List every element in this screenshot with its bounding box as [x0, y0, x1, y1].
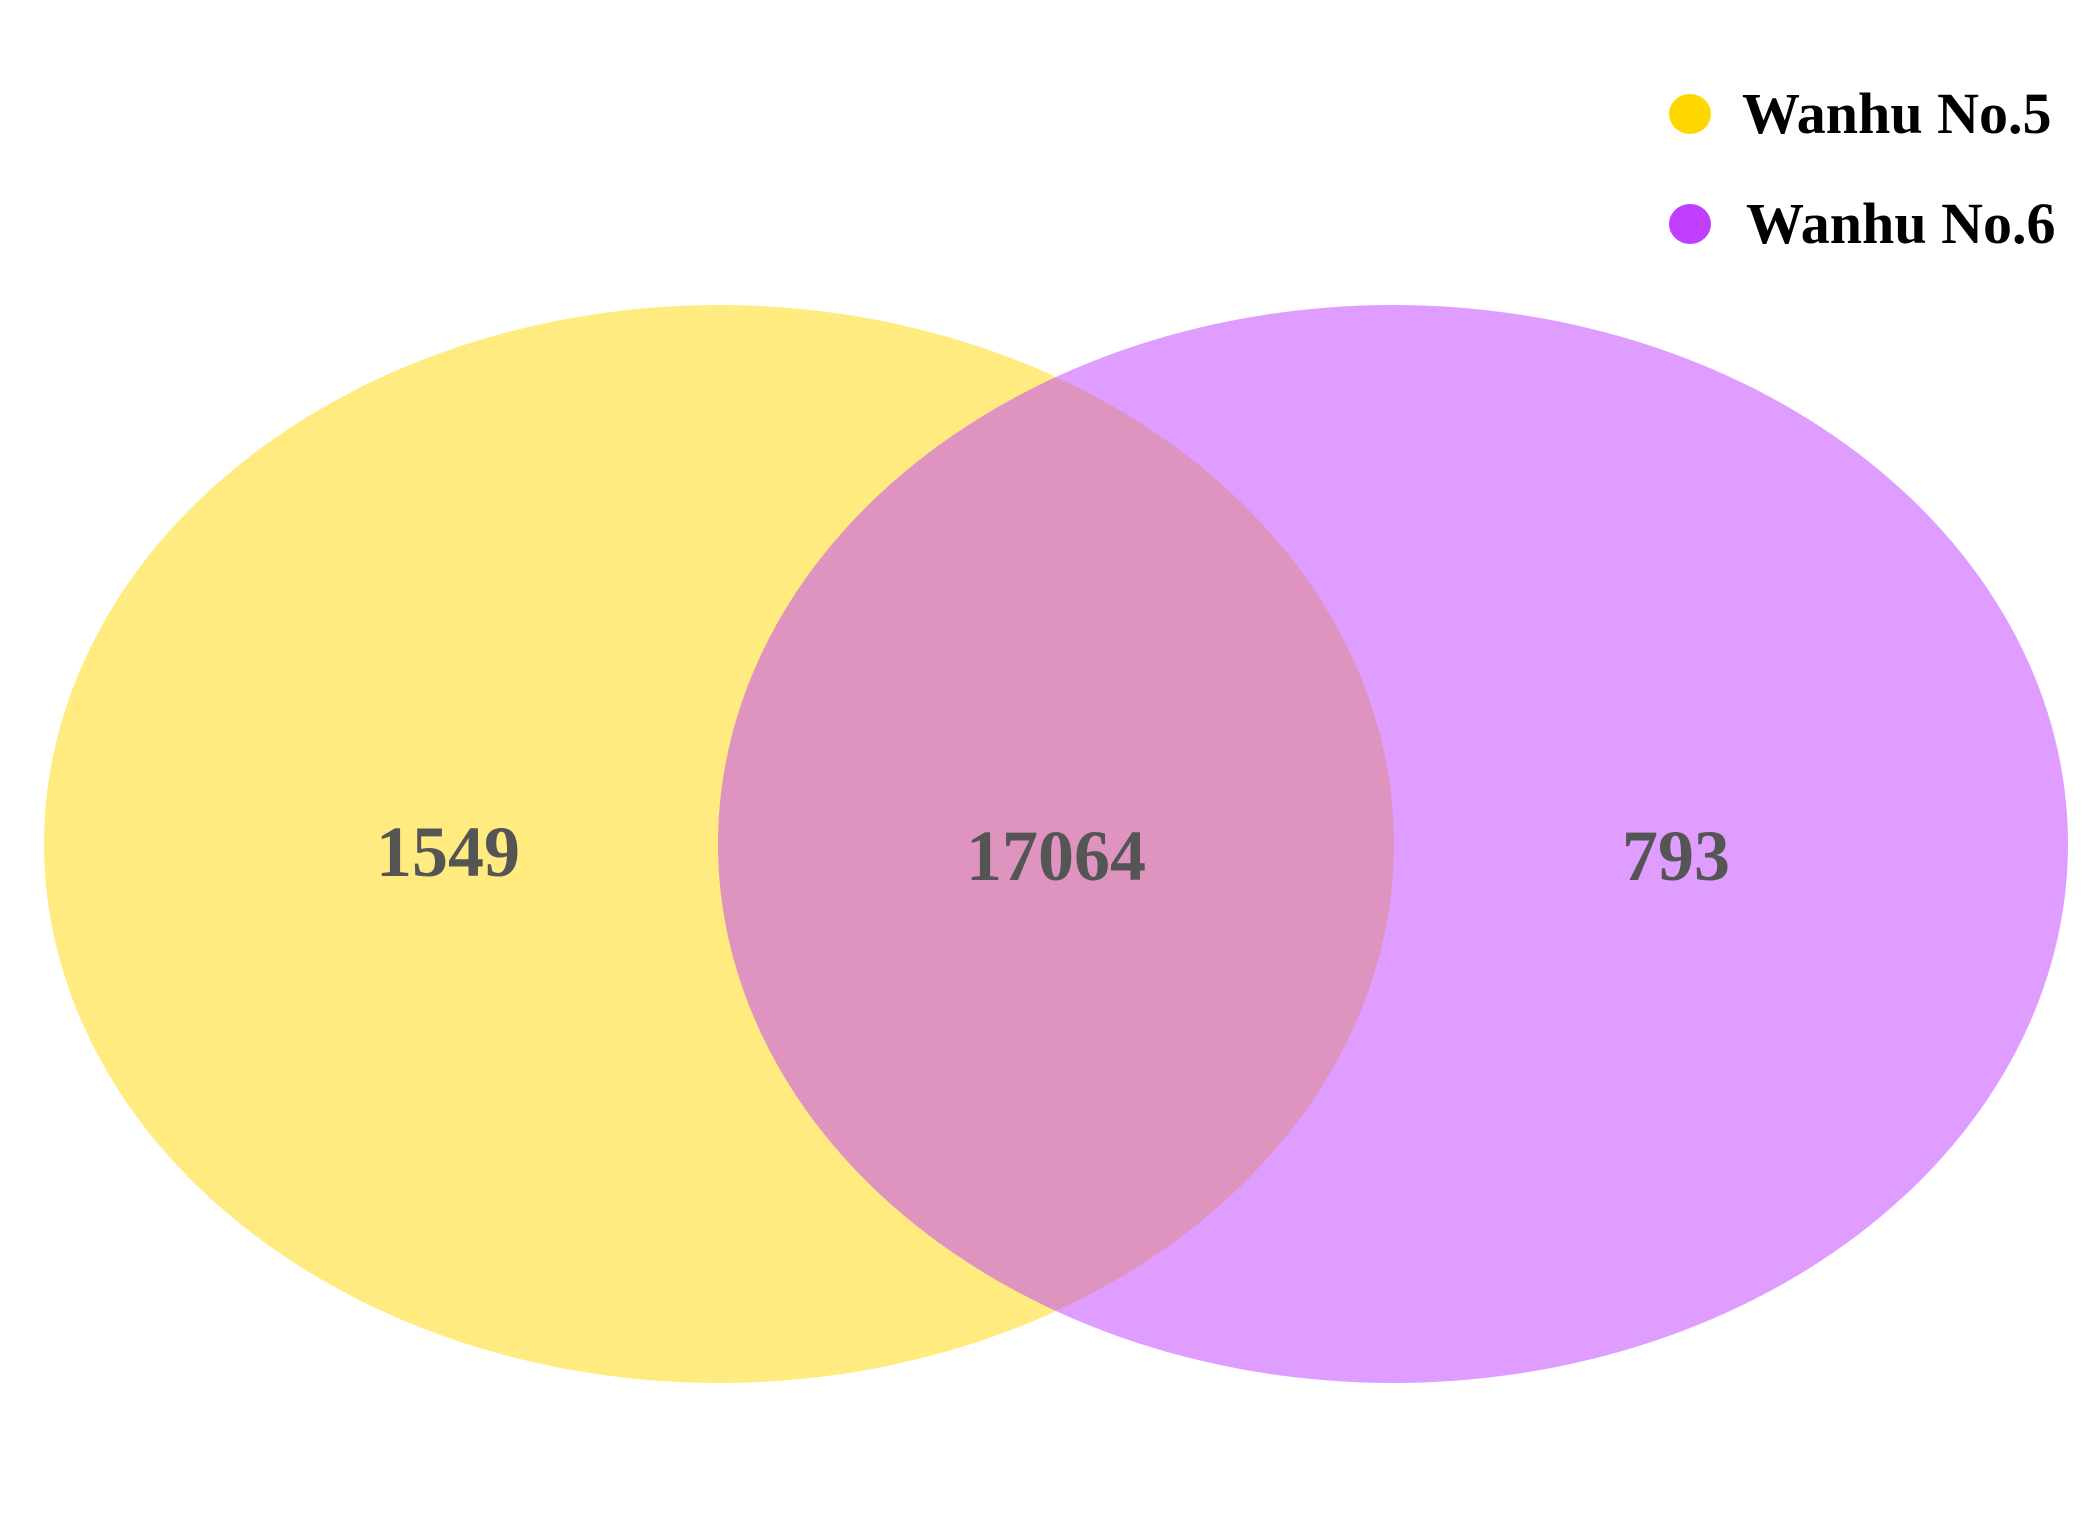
legend: Wanhu No.5 Wanhu No.6: [1669, 81, 2055, 256]
count-wanhu-no5-only: 1549: [376, 812, 520, 892]
set-wanhu-no6-ellipse: [718, 305, 2068, 1383]
count-wanhu-no6-only: 793: [1622, 816, 1730, 896]
count-intersection: 17064: [966, 816, 1146, 896]
legend-label-wanhu-no5: Wanhu No.5: [1742, 81, 2051, 146]
legend-marker-wanhu-no5: [1669, 94, 1711, 134]
legend-label-wanhu-no6: Wanhu No.6: [1746, 191, 2055, 256]
legend-marker-wanhu-no6: [1669, 204, 1711, 244]
